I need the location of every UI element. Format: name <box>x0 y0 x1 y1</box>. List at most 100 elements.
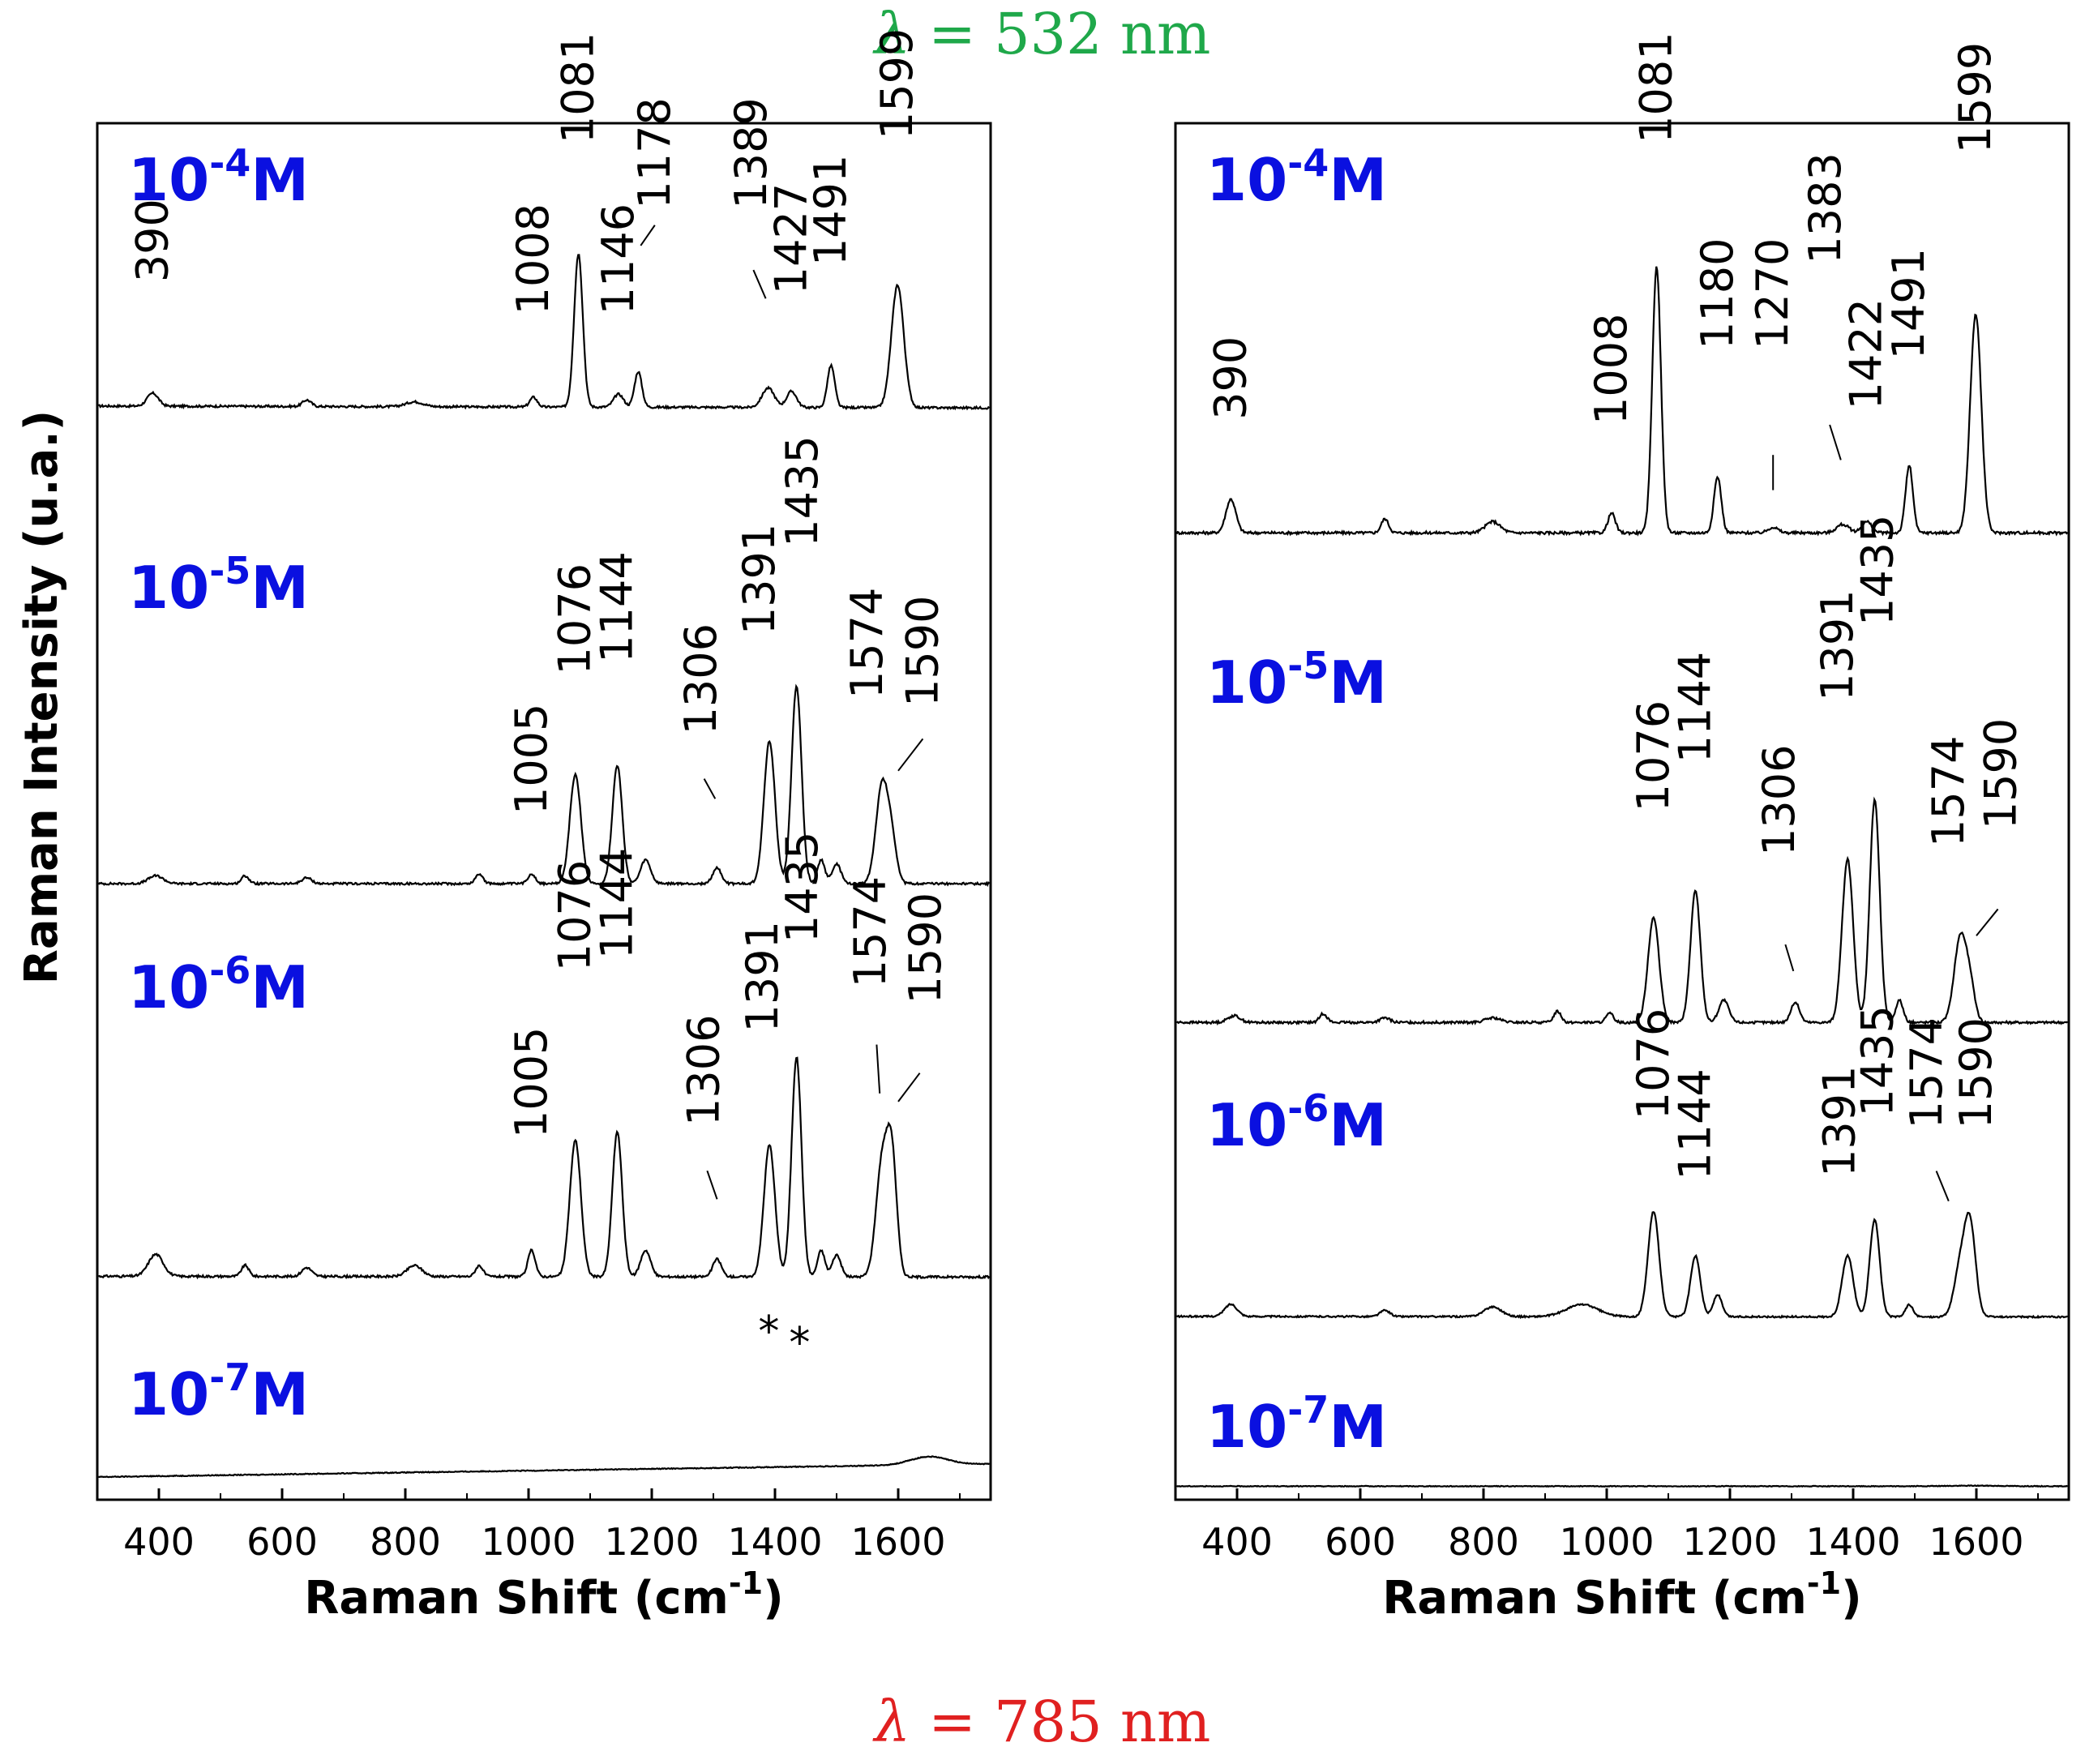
bottom-lambda-value: = 785 nm <box>910 1689 1210 1755</box>
left-peak-leader <box>640 225 656 246</box>
conc-label-base: 10 <box>1206 1393 1287 1461</box>
left-panel: 400 600 800 1000 1200 1400 1600 Raman Shift (cm… <box>96 28 992 1625</box>
conc-label-base: 10 <box>128 146 209 214</box>
left-peak-label: 1391 <box>737 921 788 1032</box>
right-x-tick-label: 400 <box>1201 1520 1273 1564</box>
right-peak-label: 1599 <box>1950 42 2001 153</box>
conc-label-exp: -5 <box>1287 644 1329 687</box>
left-spectrum-2 <box>98 1056 991 1281</box>
conc-label-unit: M <box>1329 649 1387 717</box>
right-peak-leader <box>1829 424 1842 460</box>
right-conc-label-0: 10-4M <box>1206 141 1387 214</box>
left-conc-label-3: 10-7M <box>128 1355 309 1428</box>
left-peak-label: * <box>789 1319 810 1368</box>
conc-label-unit: M <box>1329 146 1387 214</box>
right-panel: 400 600 800 1000 1200 1400 1600 Raman Shift (cm… <box>1174 32 2070 1625</box>
left-peak-label: 1306 <box>675 623 726 734</box>
left-x-axis-label-end: ) <box>763 1572 784 1625</box>
conc-label-unit: M <box>250 146 309 214</box>
left-x-tick-label: 1200 <box>604 1520 699 1564</box>
conc-label-unit: M <box>1329 1393 1387 1461</box>
right-x-axis-label-end: ) <box>1841 1572 1862 1625</box>
left-peak-label: 1178 <box>629 97 680 208</box>
right-x-tick-label: 1200 <box>1682 1520 1777 1564</box>
left-spectrum-3 <box>98 1455 990 1479</box>
left-peak-label: 1005 <box>506 1027 557 1138</box>
right-peak-label: 1422 <box>1841 298 1892 409</box>
left-peak-label: 1005 <box>506 704 557 815</box>
right-peak-leader <box>1784 944 1795 972</box>
right-spectrum-1 <box>1175 796 2069 1026</box>
left-conc-label-1: 10-5M <box>128 549 309 622</box>
right-peak-label: 1270 <box>1747 238 1798 349</box>
conc-label-unit: M <box>250 953 309 1021</box>
right-x-tick-label: 800 <box>1448 1520 1519 1564</box>
left-x-tick-label: 1400 <box>727 1520 822 1564</box>
left-peak-label: 1146 <box>593 203 644 315</box>
left-peak-label: 1076 <box>550 563 601 674</box>
bottom-lambda-symbol: λ <box>872 1689 910 1755</box>
left-peak-label: 1435 <box>777 435 828 546</box>
left-peak-label: 1590 <box>900 893 951 1004</box>
conc-label-exp: -6 <box>1287 1086 1329 1130</box>
left-x-tick-label: 1600 <box>850 1520 945 1564</box>
bottom-wavelength-label: λ = 785 nm <box>872 1689 1211 1755</box>
right-peak-label: 1491 <box>1883 248 1934 359</box>
right-spectrum-2 <box>1176 1210 2068 1320</box>
left-peak-leader <box>706 1170 718 1200</box>
right-peak-label: 1574 <box>1901 1017 1952 1128</box>
right-peak-label: 1076 <box>1628 1008 1679 1120</box>
right-peak-label: 1008 <box>1586 314 1637 425</box>
conc-label-unit: M <box>250 554 309 622</box>
left-peak-label: 1574 <box>845 876 896 987</box>
left-x-tick-label: 800 <box>370 1520 441 1564</box>
left-peak-leader <box>752 269 767 299</box>
right-x-axis-label: Raman Shift (cm-1) <box>1382 1565 1861 1625</box>
right-peak-label: 1076 <box>1628 700 1679 811</box>
right-peak-label: 1391 <box>1813 1065 1865 1176</box>
conc-label-base: 10 <box>128 1360 209 1428</box>
left-peak-label: 1144 <box>591 848 642 959</box>
left-spectrum-0 <box>98 254 991 411</box>
right-conc-label-1: 10-5M <box>1206 644 1387 717</box>
left-x-axis-label-sup: -1 <box>729 1565 763 1601</box>
right-x-tick-label: 600 <box>1325 1520 1396 1564</box>
right-x-axis-label-main: Raman Shift (cm <box>1382 1572 1807 1625</box>
right-peak-label: 1391 <box>1812 589 1863 700</box>
conc-label-exp: -7 <box>209 1355 250 1399</box>
left-peak-label: * <box>758 1308 779 1356</box>
left-conc-label-0: 10-4M <box>128 141 309 214</box>
left-x-tick-label: 600 <box>246 1520 318 1564</box>
top-lambda-value: = 532 nm <box>910 1 1210 67</box>
right-conc-label-3: 10-7M <box>1206 1388 1387 1461</box>
right-plot-frame <box>1174 122 2070 1501</box>
right-peak-label: 1081 <box>1631 32 1682 143</box>
top-lambda-symbol: λ <box>872 1 910 67</box>
right-x-tick-label: 1600 <box>1929 1520 2023 1564</box>
right-peak-label: 1306 <box>1753 744 1805 855</box>
left-peak-label: 1076 <box>550 860 601 971</box>
left-peak-label: 1008 <box>507 203 559 315</box>
left-peak-label: 1306 <box>679 1015 730 1126</box>
left-peak-label: 1391 <box>734 524 785 635</box>
right-peak-label: 1590 <box>1975 718 2026 829</box>
left-x-axis-label: Raman Shift (cm-1) <box>304 1565 783 1625</box>
left-x-axis-label-main: Raman Shift (cm <box>304 1572 729 1625</box>
right-peak-label: 1383 <box>1800 152 1851 263</box>
conc-label-base: 10 <box>1206 649 1287 717</box>
right-peak-label: 1144 <box>1669 652 1720 763</box>
conc-label-exp: -7 <box>1287 1388 1329 1432</box>
conc-label-unit: M <box>250 1360 309 1428</box>
conc-label-base: 10 <box>128 953 209 1021</box>
left-peak-leader <box>876 1044 881 1094</box>
left-conc-label-2: 10-6M <box>128 948 309 1021</box>
right-spectrum-0 <box>1175 266 2069 537</box>
right-peak-label: 1435 <box>1852 515 1903 626</box>
conc-label-base: 10 <box>1206 146 1287 214</box>
right-x-tick-label: 1400 <box>1805 1520 1900 1564</box>
conc-label-exp: -5 <box>209 549 250 593</box>
conc-label-base: 10 <box>128 554 209 622</box>
left-peak-label: 1590 <box>897 595 948 706</box>
